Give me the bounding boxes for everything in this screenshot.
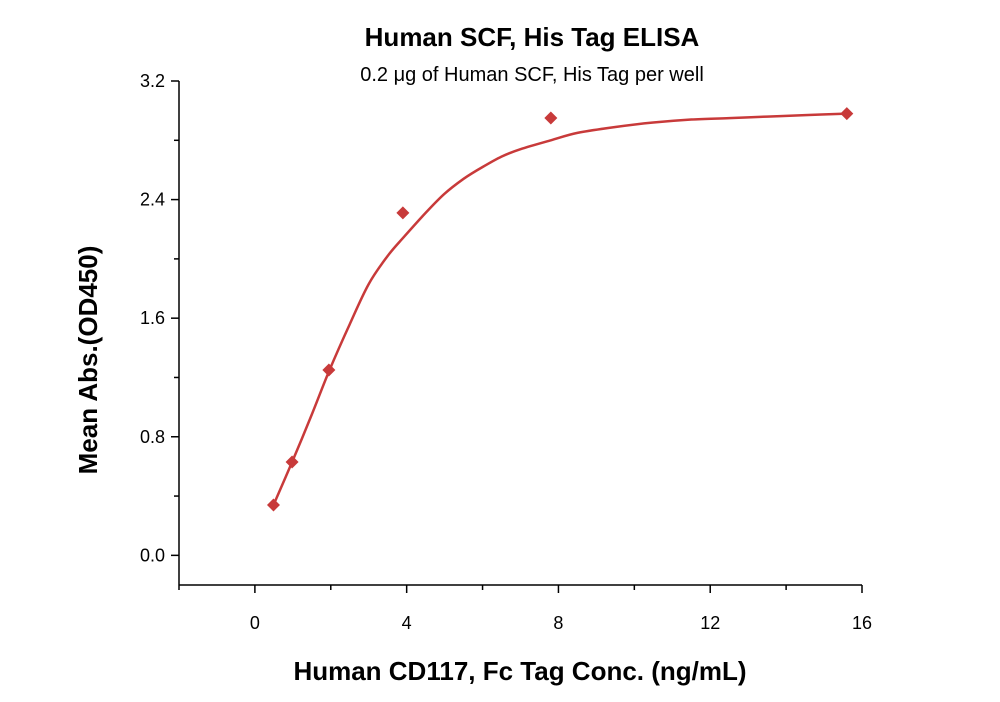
data-point bbox=[396, 206, 410, 220]
chart-subtitle: 0.2 μg of Human SCF, His Tag per well bbox=[360, 64, 704, 86]
y-axis-label: Mean Abs.(OD450) bbox=[73, 246, 103, 475]
data-point bbox=[544, 111, 558, 125]
y-tick-label: 3.2 bbox=[140, 71, 165, 91]
x-axis-label: Human CD117, Fc Tag Conc. (ng/mL) bbox=[293, 656, 746, 686]
y-tick-label: 0.8 bbox=[140, 427, 165, 447]
data-point bbox=[840, 107, 854, 121]
x-tick-label: 16 bbox=[852, 613, 872, 633]
chart-title: Human SCF, His Tag ELISA bbox=[365, 22, 700, 52]
data-points bbox=[266, 107, 854, 512]
x-tick-label: 4 bbox=[402, 613, 412, 633]
data-point bbox=[322, 363, 336, 377]
x-tick-label: 0 bbox=[250, 613, 260, 633]
tick-labels: 0.0 0.8 1.6 2.4 3.2 0 4 8 12 16 bbox=[140, 71, 872, 633]
data-point bbox=[266, 498, 280, 512]
y-tick-label: 1.6 bbox=[140, 308, 165, 328]
x-tick-label: 8 bbox=[553, 613, 563, 633]
ticks bbox=[171, 80, 863, 593]
axes bbox=[178, 81, 862, 586]
y-tick-label: 2.4 bbox=[140, 190, 165, 210]
y-tick-label: 0.0 bbox=[140, 545, 165, 565]
fit-curve-group bbox=[272, 112, 847, 506]
fit-curve bbox=[272, 112, 847, 506]
x-tick-label: 12 bbox=[700, 613, 720, 633]
data-point bbox=[285, 455, 299, 469]
